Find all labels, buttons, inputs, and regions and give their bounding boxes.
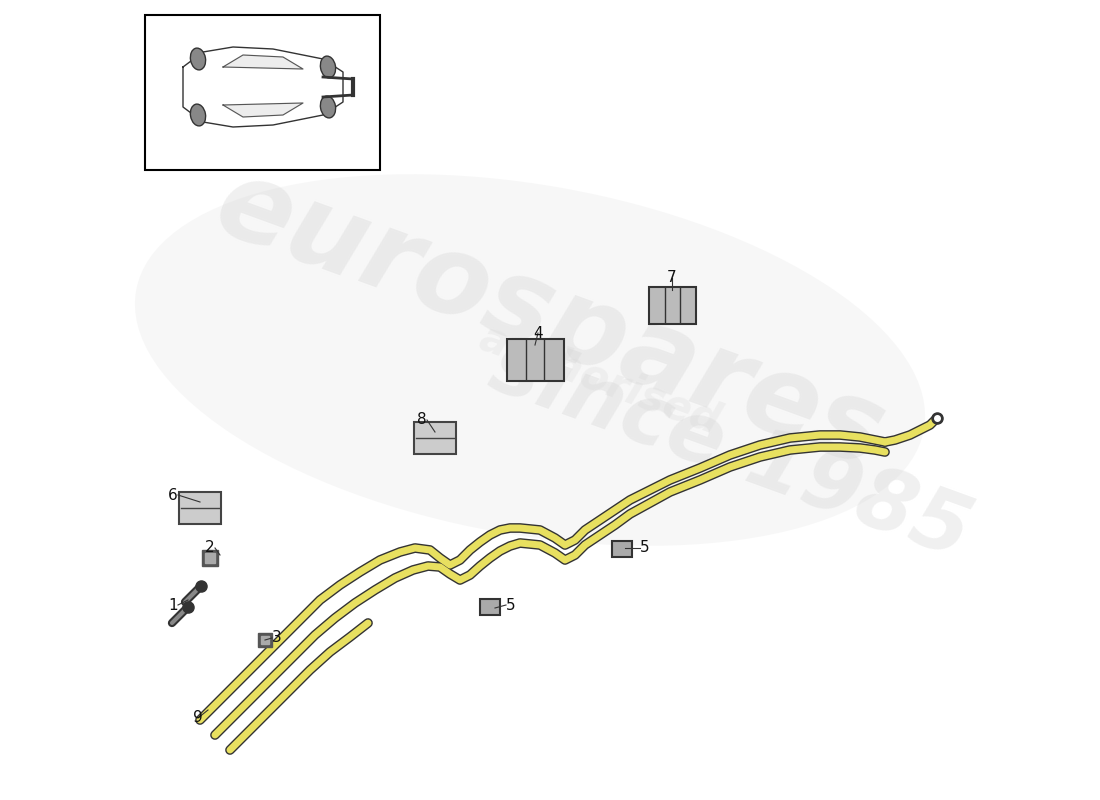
Polygon shape — [183, 47, 343, 127]
Text: 5: 5 — [506, 598, 516, 613]
Text: 8: 8 — [417, 413, 427, 427]
Text: 7: 7 — [668, 270, 676, 286]
Text: since 1985: since 1985 — [480, 326, 981, 574]
Bar — [145, 15, 380, 170]
Text: 2: 2 — [206, 541, 214, 555]
Ellipse shape — [190, 104, 206, 126]
Text: 9: 9 — [194, 710, 202, 726]
Ellipse shape — [135, 174, 925, 546]
Text: 3: 3 — [272, 630, 282, 646]
Text: authorised: authorised — [474, 317, 726, 443]
Text: 4: 4 — [534, 326, 542, 341]
Ellipse shape — [320, 56, 336, 78]
Text: eurospares: eurospares — [201, 150, 899, 490]
FancyBboxPatch shape — [612, 541, 632, 557]
FancyBboxPatch shape — [179, 492, 221, 524]
Text: 6: 6 — [168, 487, 178, 502]
Ellipse shape — [320, 96, 336, 118]
FancyBboxPatch shape — [649, 286, 695, 323]
Ellipse shape — [190, 48, 206, 70]
Text: 1: 1 — [168, 598, 178, 613]
FancyBboxPatch shape — [480, 598, 501, 615]
Polygon shape — [223, 103, 302, 117]
Polygon shape — [223, 55, 302, 69]
Text: 5: 5 — [640, 541, 650, 555]
FancyBboxPatch shape — [506, 339, 563, 381]
FancyBboxPatch shape — [414, 422, 456, 454]
